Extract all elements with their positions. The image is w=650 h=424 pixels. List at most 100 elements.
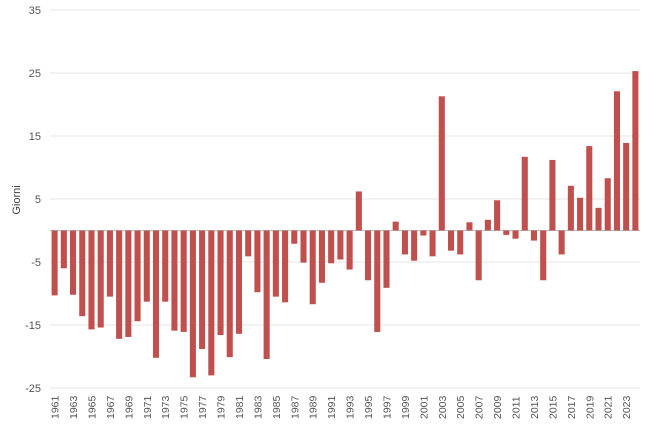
x-tick-label: 1997 xyxy=(381,395,393,419)
bar-1984 xyxy=(263,230,270,360)
x-tick-label: 1963 xyxy=(68,395,80,419)
x-tick-label: 2009 xyxy=(492,395,504,419)
x-tick-label: 1999 xyxy=(400,395,412,419)
bar-2014 xyxy=(540,230,547,281)
x-tick-label: 1985 xyxy=(271,395,283,419)
bar-1988 xyxy=(300,230,307,263)
bar-2024 xyxy=(632,71,639,231)
y-axis-ticks: 35 25 15 5 -5 -15 -25 xyxy=(25,5,41,395)
bar-1979 xyxy=(217,230,224,336)
x-tick-label: 1983 xyxy=(252,395,264,419)
bar-1965 xyxy=(88,230,95,330)
bar-1978 xyxy=(208,230,215,376)
x-tick-label: 1979 xyxy=(216,395,228,419)
bar-2015 xyxy=(549,159,556,231)
x-tick-label: 2005 xyxy=(455,395,467,419)
bar-2018 xyxy=(577,197,584,231)
x-tick-label: 1989 xyxy=(308,395,320,419)
x-tick-label: 2023 xyxy=(621,395,633,419)
bar-2023 xyxy=(623,142,630,231)
bar-1976 xyxy=(189,230,196,378)
bar-1994 xyxy=(355,191,362,231)
x-tick-label: 1993 xyxy=(345,395,357,419)
x-tick-label: 2021 xyxy=(603,395,615,419)
bar-2001 xyxy=(420,230,427,236)
bar-2019 xyxy=(586,146,593,231)
bar-1985 xyxy=(272,230,279,297)
bar-2010 xyxy=(503,230,510,235)
y-tick-label: -15 xyxy=(25,320,41,332)
bar-2020 xyxy=(595,207,602,231)
y-tick-label: 25 xyxy=(29,68,41,80)
bar-1986 xyxy=(282,230,289,303)
bar-1973 xyxy=(162,230,169,302)
bar-1963 xyxy=(70,230,77,295)
bar-1981 xyxy=(235,230,243,334)
bar-1967 xyxy=(106,230,113,297)
y-tick-label: -5 xyxy=(31,257,41,269)
bar-1961 xyxy=(51,230,58,296)
x-tick-label: 2003 xyxy=(437,395,449,419)
bar-2005 xyxy=(457,230,464,255)
bar-1980 xyxy=(226,230,233,358)
bar-1991 xyxy=(328,230,335,264)
bar-2011 xyxy=(512,230,519,239)
x-tick-label: 2019 xyxy=(584,395,596,419)
x-tick-label: 1973 xyxy=(160,395,172,419)
x-tick-label: 1971 xyxy=(142,395,154,419)
bar-1987 xyxy=(291,230,298,244)
bar-1992 xyxy=(337,230,344,260)
x-tick-label: 1987 xyxy=(289,395,301,419)
bar-1969 xyxy=(125,230,132,337)
bar-1996 xyxy=(374,230,381,332)
bar-1983 xyxy=(254,230,261,293)
bar-1970 xyxy=(134,230,141,322)
y-tick-label: -25 xyxy=(25,383,41,395)
bar-1964 xyxy=(79,230,86,317)
bar-1972 xyxy=(152,230,160,358)
bar-2012 xyxy=(521,156,528,231)
bar-1974 xyxy=(171,230,178,331)
bar-1990 xyxy=(318,230,325,283)
bar-2013 xyxy=(530,230,538,241)
bar-1999 xyxy=(401,230,408,255)
x-tick-label: 2015 xyxy=(547,395,559,419)
x-tick-label: 1975 xyxy=(179,395,191,419)
bar-1977 xyxy=(199,230,206,349)
bar-2008 xyxy=(484,219,491,231)
bars xyxy=(51,71,639,378)
x-tick-label: 1995 xyxy=(363,395,375,419)
bar-2007 xyxy=(475,230,482,281)
bar-1962 xyxy=(60,230,67,269)
bar-1975 xyxy=(180,230,187,332)
bar-1982 xyxy=(245,230,252,257)
bar-1993 xyxy=(346,230,353,270)
bar-2002 xyxy=(429,230,436,257)
x-tick-label: 1967 xyxy=(105,395,117,419)
bar-2004 xyxy=(447,230,455,251)
bar-1968 xyxy=(116,230,123,339)
bar-2000 xyxy=(411,230,418,261)
x-tick-label: 2001 xyxy=(418,395,430,419)
x-axis-ticks: 1961 1963 1965 1967 1969 1971 1973 1975 1977 1979… xyxy=(50,395,634,419)
x-tick-label: 2017 xyxy=(566,395,578,419)
bar-1995 xyxy=(365,230,372,281)
y-tick-label: 35 xyxy=(29,5,41,17)
x-tick-label: 2013 xyxy=(529,395,541,419)
bar-2017 xyxy=(567,185,574,231)
bar-2009 xyxy=(494,200,501,231)
bar-2006 xyxy=(466,222,473,231)
x-tick-label: 1965 xyxy=(86,395,98,419)
x-tick-label: 2011 xyxy=(511,396,523,419)
x-tick-label: 1961 xyxy=(50,395,62,419)
bar-1997 xyxy=(383,230,390,288)
bar-2016 xyxy=(558,230,565,255)
bar-2003 xyxy=(438,96,445,231)
y-tick-label: 15 xyxy=(29,131,41,143)
bar-2022 xyxy=(613,91,620,231)
x-tick-label: 1981 xyxy=(234,395,246,419)
y-tick-label: 5 xyxy=(35,194,41,206)
x-tick-label: 1977 xyxy=(197,395,209,419)
bar-1971 xyxy=(143,230,150,302)
